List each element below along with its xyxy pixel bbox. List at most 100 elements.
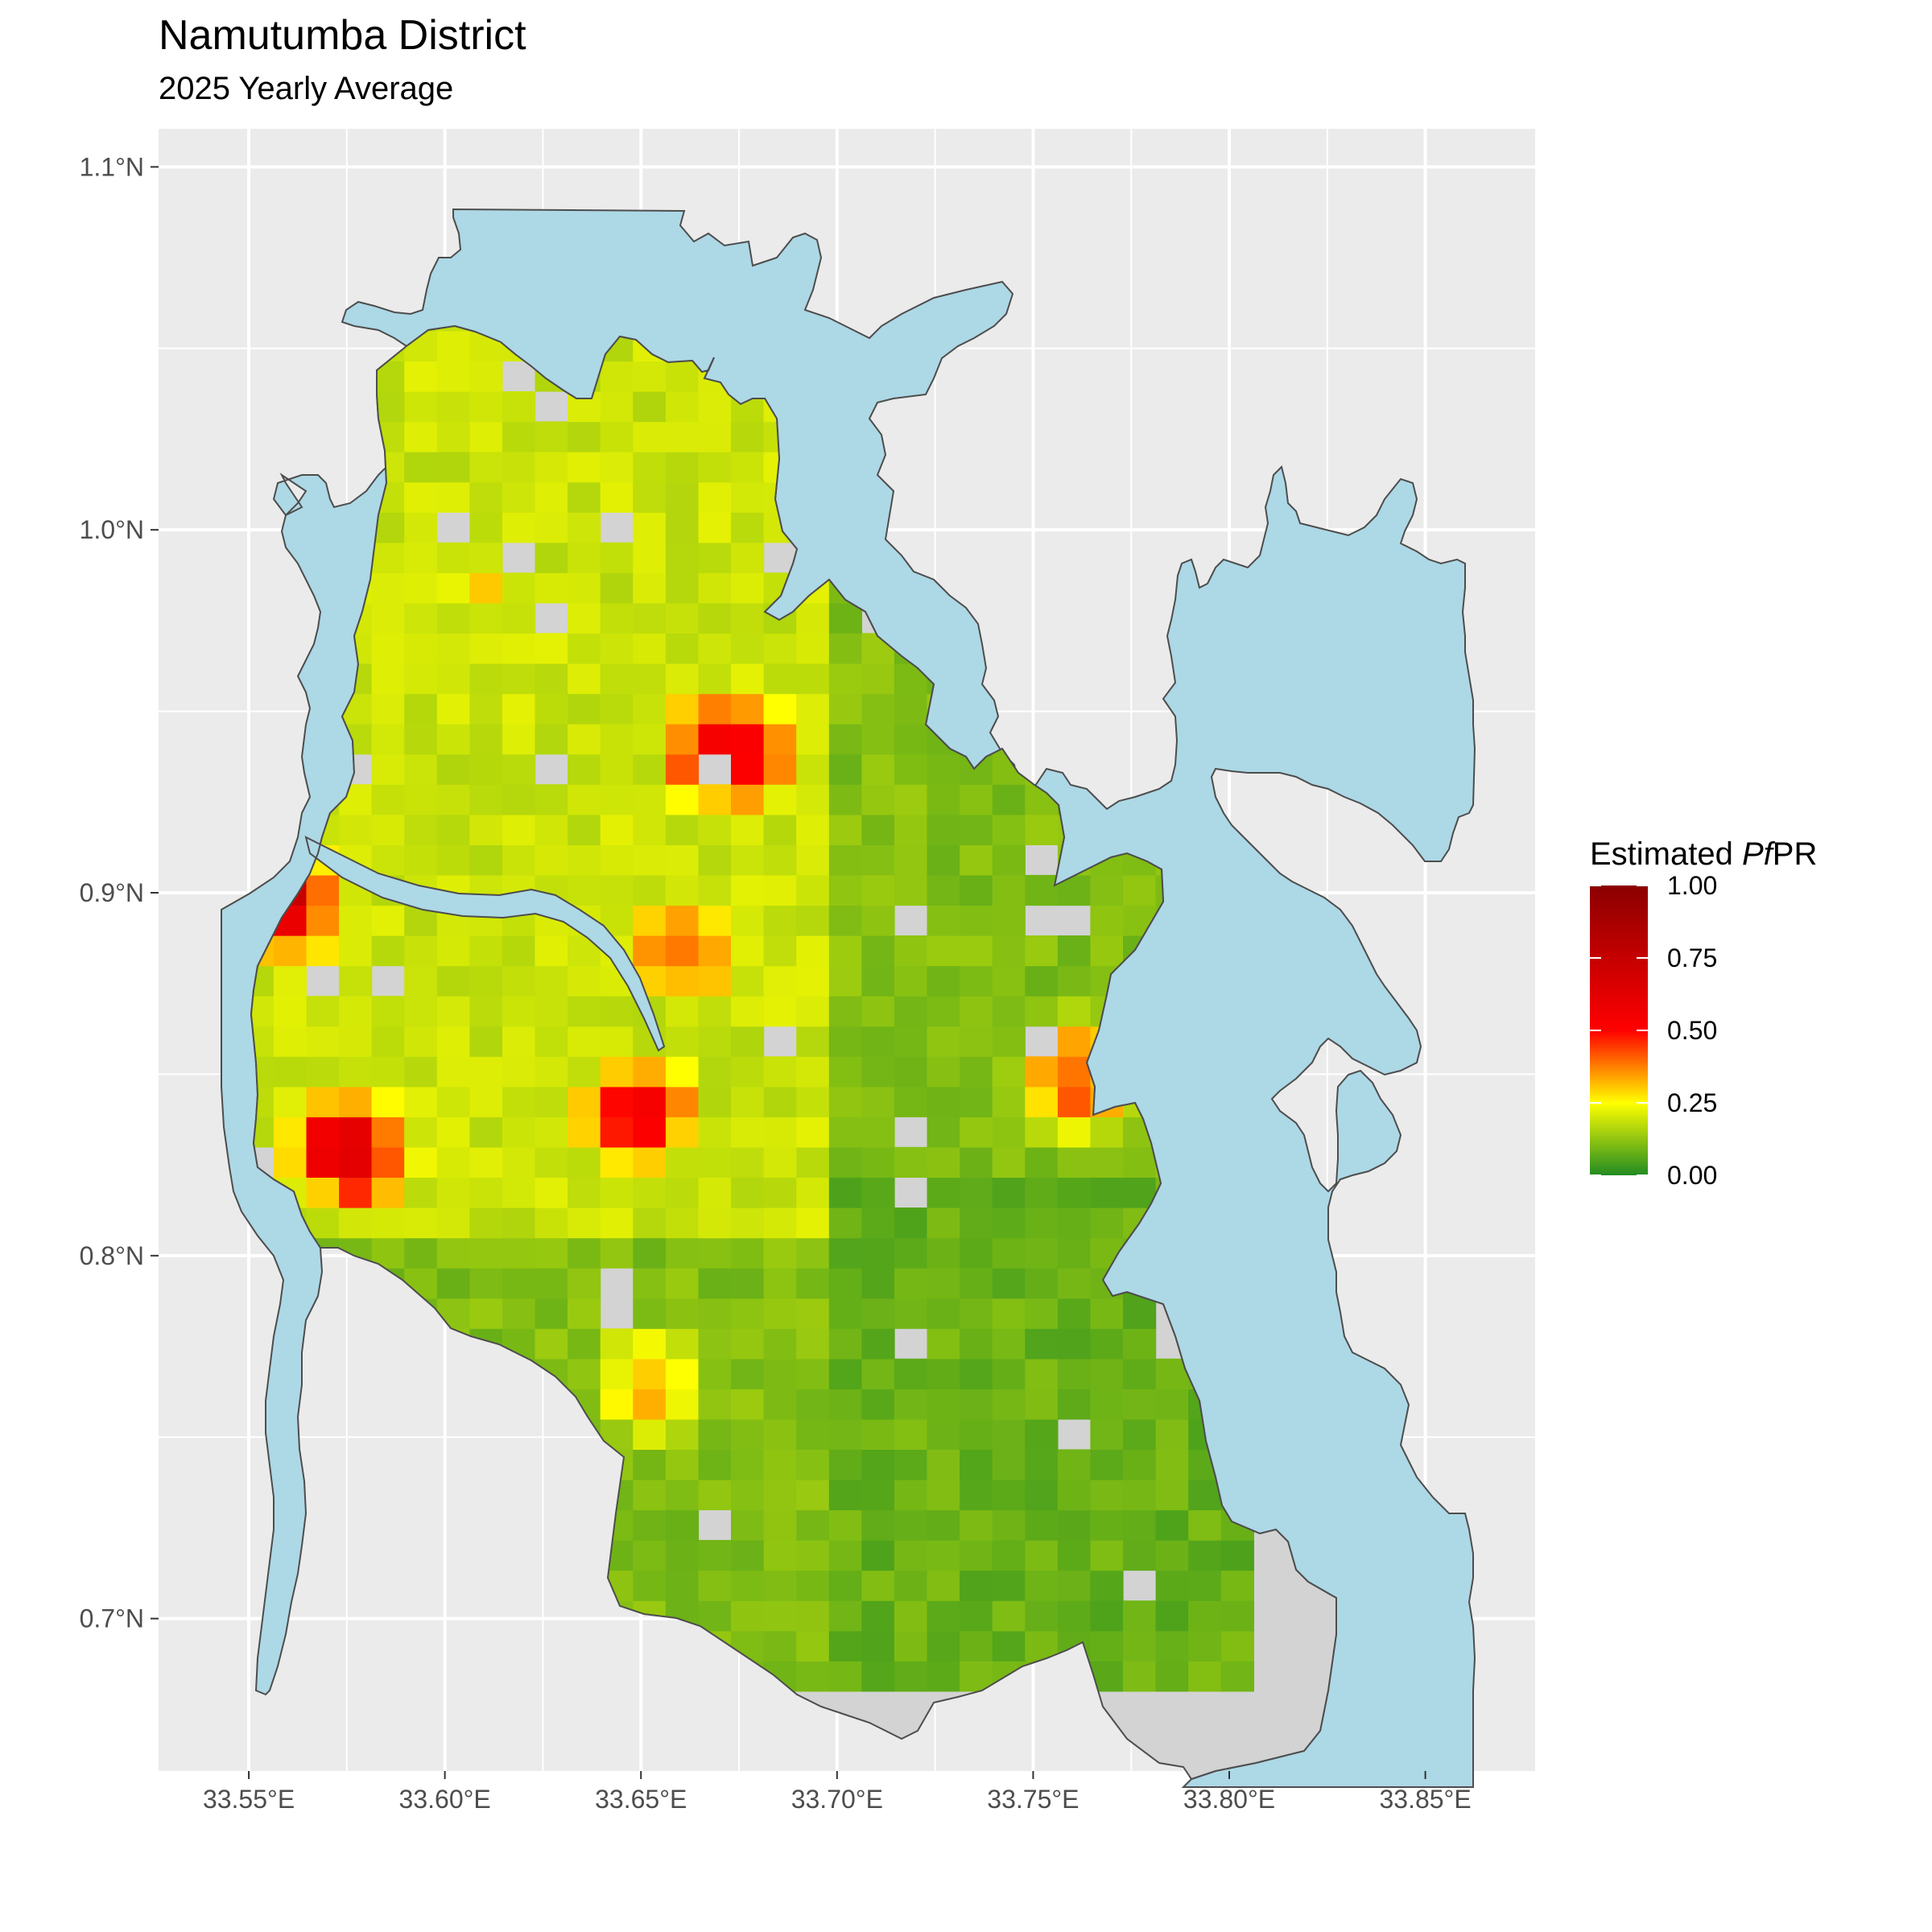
raster-cell — [502, 784, 536, 815]
legend: Estimated PfPR 1.00 0.75 0.50 0.25 0.00 — [1590, 836, 1817, 1190]
raster-cell — [1123, 1418, 1157, 1450]
raster-cell — [665, 1328, 700, 1360]
raster-cell — [436, 935, 470, 967]
raster-cell — [828, 784, 862, 815]
raster-cell — [731, 633, 765, 664]
raster-cell — [731, 874, 765, 906]
raster-cell — [960, 1117, 993, 1148]
raster-cell — [469, 602, 503, 634]
raster-cell — [828, 874, 862, 906]
raster-cell — [861, 1237, 895, 1269]
raster-cell — [633, 1117, 667, 1148]
raster-cell — [469, 1086, 503, 1117]
raster-cell — [1090, 1358, 1124, 1389]
raster-cell — [1057, 1479, 1092, 1511]
raster-cell — [927, 1389, 960, 1420]
raster-cell — [796, 965, 830, 997]
raster-cell — [763, 1328, 797, 1360]
raster-cell — [698, 1418, 732, 1450]
raster-cell — [502, 1268, 536, 1299]
raster-cell — [600, 996, 634, 1027]
raster-cell — [1155, 1509, 1189, 1541]
raster-cell — [1057, 1208, 1092, 1239]
raster-cell — [698, 965, 732, 997]
raster-cell — [633, 1237, 667, 1269]
raster-cell — [339, 1086, 373, 1117]
raster-cell — [404, 1117, 438, 1148]
raster-cell — [665, 1540, 700, 1571]
raster-cell — [992, 965, 1026, 997]
raster-cell — [371, 633, 405, 664]
raster-cell — [568, 1086, 601, 1117]
raster-cell — [796, 1479, 830, 1511]
raster-cell — [1025, 996, 1059, 1027]
raster-cell — [436, 1177, 470, 1208]
raster-cell — [992, 1146, 1026, 1178]
raster-cell — [404, 633, 438, 664]
raster-cell — [894, 724, 928, 755]
raster-cell — [273, 1086, 308, 1117]
raster-cell — [1057, 1509, 1092, 1541]
raster-cell — [796, 1086, 830, 1117]
raster-cell — [535, 996, 568, 1027]
raster-cell — [1025, 1509, 1059, 1541]
raster-cell — [861, 724, 895, 755]
raster-cell — [861, 935, 895, 967]
raster-cell — [568, 663, 601, 695]
raster-cell — [633, 572, 667, 604]
raster-cell — [927, 1026, 960, 1057]
raster-cell — [600, 361, 634, 392]
raster-cell — [698, 481, 732, 513]
raster-cell — [1025, 1177, 1059, 1208]
raster-cell — [469, 965, 503, 997]
raster-cell — [1025, 1479, 1059, 1511]
raster-cell — [665, 542, 700, 573]
raster-cell — [927, 1418, 960, 1450]
raster-cell — [731, 1389, 765, 1420]
raster-cell — [404, 844, 438, 876]
x-tick-label: 33.60°E — [399, 1785, 491, 1814]
raster-cell — [927, 844, 960, 876]
raster-cell — [273, 1056, 308, 1088]
raster-cell — [404, 572, 438, 604]
raster-cell — [1123, 1449, 1157, 1480]
raster-cell — [960, 1086, 993, 1117]
raster-cell — [502, 1146, 536, 1178]
raster-cell — [568, 452, 601, 483]
raster-cell — [731, 421, 765, 452]
raster-cell — [763, 1509, 797, 1541]
raster-cell — [894, 1449, 928, 1480]
raster-cell — [927, 1540, 960, 1571]
raster-cell — [796, 753, 830, 785]
y-tick-label: 1.1°N — [80, 152, 144, 181]
raster-cell — [927, 1208, 960, 1239]
raster-cell — [568, 844, 601, 876]
raster-cell — [861, 1208, 895, 1239]
raster-cell — [1155, 1570, 1189, 1601]
raster-cell — [698, 724, 732, 755]
raster-cell — [404, 1056, 438, 1088]
raster-cell — [600, 1358, 634, 1389]
raster-cell — [828, 1056, 862, 1088]
raster-cell — [992, 814, 1026, 845]
raster-cell — [731, 602, 765, 634]
raster-cell — [828, 1479, 862, 1511]
raster-cell — [731, 1570, 765, 1601]
raster-cell — [633, 844, 667, 876]
raster-cell — [1188, 1661, 1222, 1692]
raster-cell — [992, 1600, 1026, 1632]
raster-cell — [763, 844, 797, 876]
raster-cell — [339, 1117, 373, 1148]
raster-cell — [633, 1358, 667, 1389]
raster-cell — [633, 512, 667, 543]
raster-cell — [436, 326, 470, 332]
raster-cell — [960, 1237, 993, 1269]
raster-cell — [665, 602, 700, 634]
raster-cell — [894, 1237, 928, 1269]
raster-cell — [731, 1086, 765, 1117]
raster-cell — [665, 753, 700, 785]
raster-cell — [404, 1026, 438, 1057]
x-tick-label: 33.65°E — [595, 1785, 687, 1814]
raster-cell — [763, 1570, 797, 1601]
raster-cell — [1025, 1600, 1059, 1632]
